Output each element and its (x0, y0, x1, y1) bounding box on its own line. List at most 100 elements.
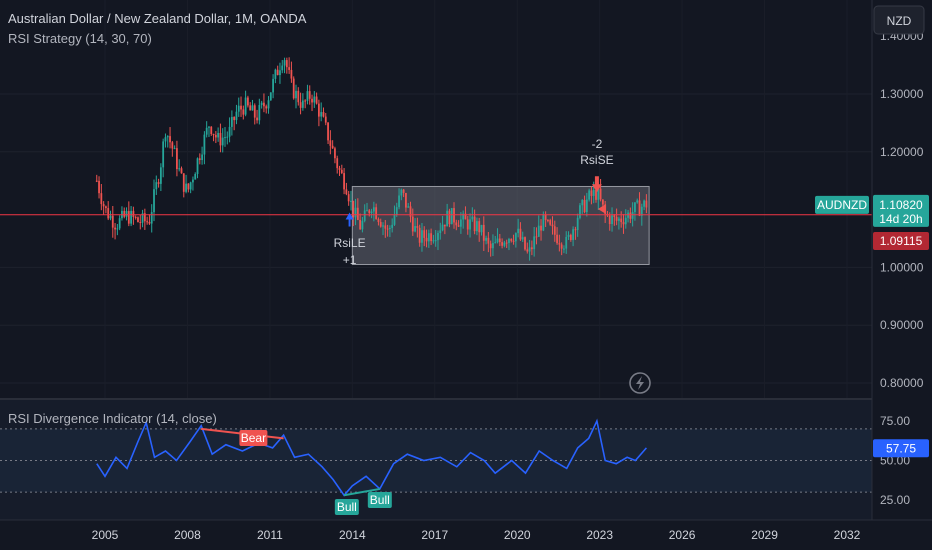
candle-body (98, 180, 100, 194)
lightning-icon[interactable] (629, 372, 651, 394)
candle-body (382, 225, 384, 227)
candle-body (297, 90, 300, 103)
candle-body (292, 78, 295, 99)
time-tick-label: 2032 (834, 528, 861, 542)
candle-body (228, 126, 231, 137)
candle-body (139, 222, 142, 224)
candle-body (308, 91, 311, 99)
candle-body (638, 200, 641, 216)
candle-body (443, 224, 446, 227)
candle-body (240, 105, 242, 110)
candle-body (146, 221, 149, 223)
exit-marker-icon (597, 204, 606, 215)
candle-body (123, 210, 126, 217)
candle-body (251, 105, 254, 111)
candle-body (411, 216, 414, 232)
candle-body (551, 224, 554, 227)
candle-body (208, 126, 210, 128)
candle-body (256, 117, 258, 121)
candle-body (620, 218, 623, 223)
candle-body (320, 112, 323, 117)
price-scale[interactable] (872, 0, 932, 520)
candle-body (276, 69, 279, 76)
short-entry-label: RsiSE (580, 153, 613, 167)
strategy-label[interactable]: RSI Strategy (14, 30, 70) (8, 31, 152, 46)
candle-body (171, 142, 174, 149)
candle-body (306, 91, 309, 101)
candle-body (592, 189, 595, 196)
candle-body (455, 222, 458, 226)
rsi-indicator-label[interactable]: RSI Divergence Indicator (14, close) (8, 411, 217, 426)
strategy-signals: RsiLE +1 -2 RsiSE (334, 137, 614, 267)
candle-body (530, 247, 533, 250)
candle-body (214, 134, 217, 138)
candle-body (130, 210, 133, 224)
rsi-value-tag: 57.75 (886, 441, 916, 455)
candle-body (143, 213, 146, 222)
candle-body (611, 215, 613, 225)
candle-body (542, 214, 545, 231)
candle-body (169, 136, 171, 143)
short-entry-arrow-icon (591, 176, 602, 193)
rsi-tick-label: 75.00 (880, 414, 910, 428)
candle-body (615, 216, 618, 221)
candle-body (567, 234, 570, 237)
candle-body (324, 116, 327, 123)
candle-body (322, 112, 325, 117)
candle-body (386, 228, 389, 230)
candle-body (476, 221, 478, 232)
candle-body (313, 96, 316, 103)
candle-body (159, 167, 162, 184)
candle-body (352, 200, 355, 218)
candle-body (176, 148, 178, 170)
candle-body (299, 102, 302, 108)
candle-body (478, 221, 481, 233)
candle-body (487, 237, 490, 244)
candle-body (540, 225, 542, 231)
candle-body (375, 207, 378, 219)
candle-body (192, 179, 194, 183)
candle-body (553, 226, 556, 235)
candle-body (601, 199, 604, 205)
candle-body (189, 182, 192, 190)
candle-body (453, 208, 455, 223)
pane-separator[interactable] (0, 398, 872, 400)
candle-body (196, 158, 199, 174)
time-tick-label: 2026 (669, 528, 696, 542)
candle-body (581, 199, 584, 206)
candle-body (185, 183, 187, 192)
candle-body (485, 237, 487, 241)
candle-body (182, 173, 185, 192)
currency-button[interactable] (873, 5, 925, 35)
candle-body (263, 102, 265, 107)
candle-body (285, 60, 288, 68)
candle-body (363, 210, 366, 221)
candle-body (356, 207, 359, 220)
candle-body (398, 195, 400, 208)
time-axis[interactable]: 2005 2008 2011 2014 2017 2020 2023 2026 2029 2032 (92, 528, 861, 542)
candle-body (166, 136, 169, 138)
rsi-series (96, 418, 648, 497)
candle-body (512, 240, 515, 242)
price-tick-label: 1.00000 (880, 260, 924, 274)
candle-body (253, 105, 256, 118)
candle-body (560, 244, 563, 249)
candle-body (370, 211, 373, 214)
candle-body (134, 216, 137, 218)
candle-body (464, 213, 467, 220)
candle-body (379, 222, 382, 227)
candle-body (421, 230, 423, 243)
candle-body (125, 211, 128, 217)
range-box-rect (351, 185, 650, 266)
bull-label-1-bg (334, 499, 359, 515)
candle-body (304, 100, 307, 102)
line-price-tag: 1.09115 (880, 234, 923, 248)
rsi-bands (0, 428, 872, 493)
candle-body (457, 225, 460, 227)
candle-body (572, 229, 575, 240)
price-tick-label: 0.80000 (880, 376, 924, 390)
candle-body (503, 242, 506, 246)
bull-label-2: Bull (370, 493, 390, 507)
